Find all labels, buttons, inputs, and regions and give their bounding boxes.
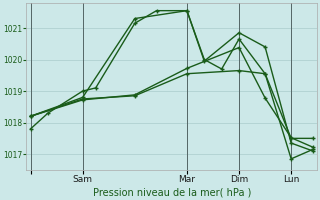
X-axis label: Pression niveau de la mer( hPa ): Pression niveau de la mer( hPa ) [92, 187, 251, 197]
